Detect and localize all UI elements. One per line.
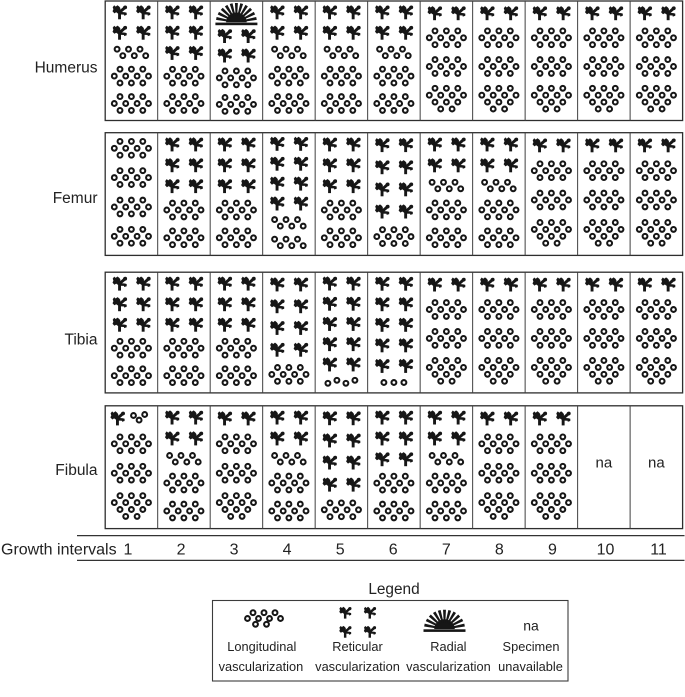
svg-text:na: na [648,455,665,472]
svg-text:7: 7 [442,542,451,559]
svg-text:3: 3 [230,542,239,559]
svg-text:2: 2 [177,542,186,559]
svg-text:Femur: Femur [53,190,98,207]
svg-text:Fibula: Fibula [55,462,98,479]
svg-text:Longitudinal: Longitudinal [227,639,296,654]
svg-text:Reticular: Reticular [332,639,383,654]
svg-text:na: na [523,618,539,634]
svg-text:unavailable: unavailable [498,659,563,674]
svg-text:vascularization: vascularization [315,659,400,674]
svg-text:Radial: Radial [430,639,466,654]
svg-text:8: 8 [495,542,504,559]
svg-text:vascularization: vascularization [219,659,304,674]
svg-text:4: 4 [283,542,292,559]
svg-text:Specimen: Specimen [503,639,560,654]
svg-text:5: 5 [336,542,345,559]
svg-text:Legend: Legend [368,581,419,598]
svg-text:6: 6 [389,542,398,559]
svg-text:vascularization: vascularization [406,659,491,674]
svg-text:11: 11 [650,542,667,559]
svg-text:Humerus: Humerus [35,59,98,76]
svg-text:10: 10 [597,542,615,559]
svg-text:Growth intervals: Growth intervals [1,542,117,559]
svg-text:Tibia: Tibia [64,331,97,348]
svg-text:na: na [596,455,613,472]
svg-text:1: 1 [124,542,133,559]
svg-text:9: 9 [548,542,557,559]
